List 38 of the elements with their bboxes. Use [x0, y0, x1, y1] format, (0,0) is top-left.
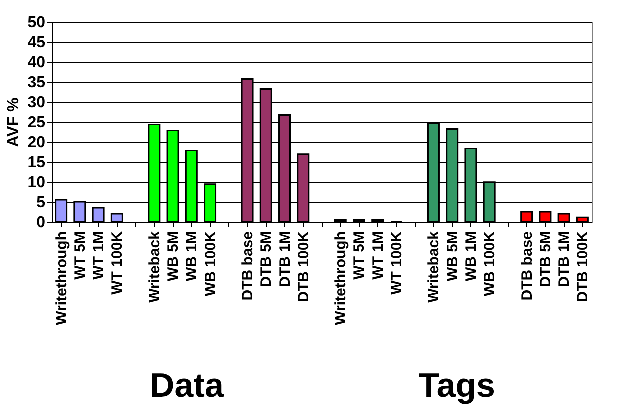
- y-tick-label: 30: [28, 94, 46, 112]
- y-tick-label: 20: [28, 134, 46, 152]
- x-tick-label: WT 100K: [388, 231, 406, 295]
- x-tick-label: DTB 5M: [537, 232, 554, 288]
- y-tick-label: 25: [28, 114, 46, 132]
- x-tick-label: Writeback: [146, 230, 164, 303]
- x-tick-label: WT 1M: [370, 232, 387, 280]
- x-tick-label: Writeback: [426, 230, 443, 303]
- x-tick-label: WB 5M: [444, 232, 462, 282]
- x-tick-label: DTB 5M: [258, 232, 276, 288]
- text: Data: [150, 367, 225, 405]
- x-tick-label: WT 5M: [351, 232, 368, 280]
- y-tick-label: 40: [28, 54, 46, 72]
- y-tick-label: 0: [36, 214, 46, 232]
- y-tick-label: 45: [28, 34, 46, 52]
- y-tick-label: 50: [28, 14, 46, 32]
- x-tick-label: WB 1M: [184, 232, 201, 282]
- x-tick-label: DTB base: [240, 232, 257, 301]
- x-tick-label: Writethrough: [332, 232, 350, 326]
- y-tick-label: 35: [28, 74, 46, 92]
- x-tick-label: DTB base: [518, 232, 536, 301]
- x-tick-label: DTB 1M: [276, 232, 294, 288]
- x-tick-label: DTB 100K: [574, 231, 592, 302]
- y-axis-title: AVF %: [6, 98, 23, 148]
- x-tick-label: WB 1M: [462, 232, 480, 282]
- x-tick-label: WB 100K: [482, 231, 499, 297]
- y-tick-label: 15: [28, 154, 46, 172]
- text: Tags: [418, 367, 496, 405]
- x-tick-label: WB 5M: [165, 232, 182, 282]
- x-tick-label: Writethrough: [53, 232, 70, 326]
- x-tick-label: WT 5M: [72, 232, 89, 280]
- y-tick-label: 10: [28, 174, 46, 192]
- x-tick-label: DTB 100K: [295, 231, 312, 302]
- x-tick-label: WT 1M: [90, 232, 108, 280]
- x-tick-label: WT 100K: [109, 231, 126, 295]
- y-tick-label: 5: [36, 194, 46, 212]
- x-tick-label: WB 100K: [202, 231, 220, 297]
- x-tick-label: DTB 1M: [556, 232, 574, 288]
